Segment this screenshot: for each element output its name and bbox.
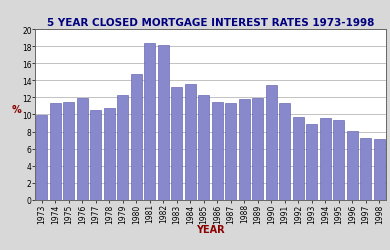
Bar	[252, 99, 263, 200]
Bar	[320, 118, 331, 200]
Bar	[158, 46, 169, 200]
Bar	[374, 140, 385, 200]
Bar	[117, 96, 128, 200]
Bar	[172, 88, 182, 200]
Bar	[333, 120, 344, 200]
Y-axis label: %: %	[12, 105, 21, 115]
Bar	[36, 116, 47, 200]
Title: 5 YEAR CLOSED MORTGAGE INTEREST RATES 1973-1998: 5 YEAR CLOSED MORTGAGE INTEREST RATES 19…	[47, 18, 374, 28]
Bar	[280, 104, 290, 200]
Bar	[144, 44, 155, 200]
Bar	[104, 109, 115, 200]
Bar	[50, 103, 61, 200]
Bar	[293, 118, 304, 200]
Bar	[266, 86, 277, 200]
Bar	[212, 102, 223, 200]
X-axis label: YEAR: YEAR	[196, 224, 225, 234]
Bar	[360, 138, 371, 200]
Bar	[347, 131, 358, 200]
Bar	[131, 75, 142, 200]
Bar	[77, 99, 88, 200]
Bar	[225, 103, 236, 200]
Bar	[185, 84, 196, 200]
Bar	[90, 111, 101, 200]
Bar	[64, 102, 74, 200]
Bar	[307, 124, 317, 200]
Bar	[199, 96, 209, 200]
Bar	[239, 100, 250, 200]
